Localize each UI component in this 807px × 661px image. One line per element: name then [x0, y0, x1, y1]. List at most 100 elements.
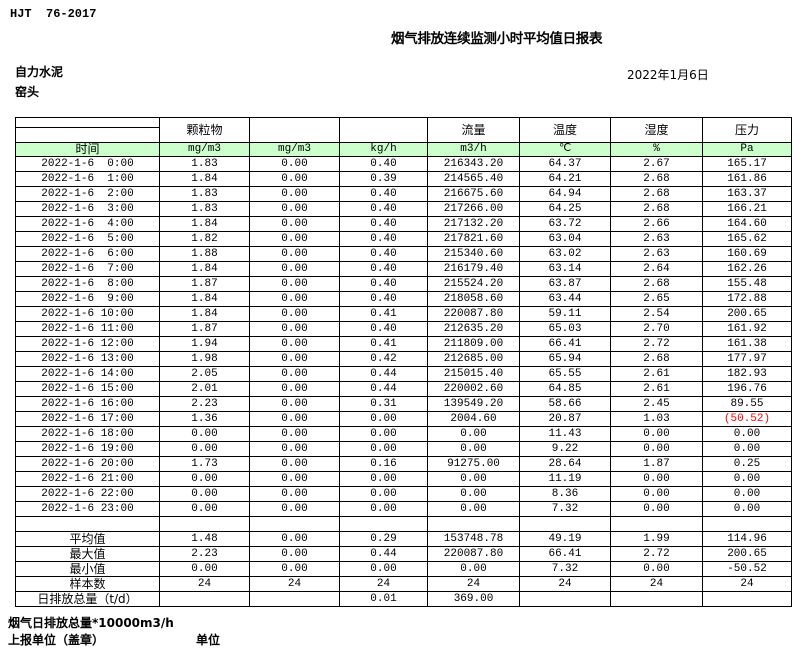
value-cell: 2.01	[159, 381, 250, 397]
value-cell: 0.00	[249, 486, 340, 502]
station-name: 窑头	[15, 85, 40, 99]
summary-value-cell: 24	[702, 576, 792, 592]
value-cell: 0.00	[702, 471, 792, 487]
time-cell: 2022-1-6 11:00	[15, 321, 160, 337]
value-cell: 0.40	[339, 186, 428, 202]
value-cell: 0.00	[159, 441, 250, 457]
value-cell: 217132.20	[427, 216, 520, 232]
time-cell: 2022-1-6 1:00	[15, 171, 160, 187]
value-cell: 0.00	[249, 261, 340, 277]
value-cell: 216179.40	[427, 261, 520, 277]
value-cell: 2.70	[610, 321, 703, 337]
summary-value-cell: 0.00	[249, 546, 340, 562]
time-cell: 2022-1-6 19:00	[15, 441, 160, 457]
value-cell: 0.00	[159, 471, 250, 487]
report-unit-label: 上报单位（盖章）	[8, 633, 105, 647]
column-header-unit-percent: %	[610, 142, 703, 157]
column-header-unit-mgm3-b: mg/m3	[249, 142, 340, 157]
value-cell: 218058.60	[427, 291, 520, 307]
time-cell: 2022-1-6 13:00	[15, 351, 160, 367]
hourly-data-row: 2022-1-6 7:00 1.84 0.00 0.40 216179.40 63.14 2…	[15, 261, 792, 277]
summary-value-cell: 369.00	[427, 591, 520, 607]
value-cell: 64.25	[519, 201, 611, 217]
value-cell: 0.00	[249, 366, 340, 382]
value-cell: 0.40	[339, 246, 428, 262]
value-cell: 155.48	[702, 276, 792, 292]
value-cell: 2.68	[610, 201, 703, 217]
value-cell: 2.68	[610, 351, 703, 367]
value-cell: 0.00	[610, 441, 703, 457]
value-cell: 0.00	[249, 426, 340, 442]
value-cell: 0.00	[249, 471, 340, 487]
value-cell: 0.40	[339, 231, 428, 247]
value-cell: 0.00	[427, 471, 520, 487]
value-cell: 211809.00	[427, 336, 520, 352]
value-cell: 2.63	[610, 231, 703, 247]
hourly-data-row: 2022-1-6 10:00 1.84 0.00 0.41 220087.80 59.11…	[15, 306, 792, 322]
value-cell: 1.84	[159, 291, 250, 307]
time-cell: 2022-1-6 10:00	[15, 306, 160, 322]
value-cell: 0.00	[427, 441, 520, 457]
value-cell: 20.87	[519, 411, 611, 427]
value-cell: 64.94	[519, 186, 611, 202]
value-cell: 7.32	[519, 501, 611, 517]
value-cell: 0.41	[339, 306, 428, 322]
group-header-particulate: 颗粒物	[159, 117, 250, 143]
value-cell: (50.52)	[702, 411, 792, 427]
value-cell: 2.67	[610, 156, 703, 172]
summary-value-cell: 0.00	[427, 561, 520, 577]
value-cell: 2.68	[610, 171, 703, 187]
summary-value-cell	[249, 591, 340, 607]
value-cell: 2.72	[610, 336, 703, 352]
value-cell: 2.64	[610, 261, 703, 277]
hourly-data-row: 2022-1-6 5:00 1.82 0.00 0.40 217821.60 63.04 2…	[15, 231, 792, 247]
value-cell: 212635.20	[427, 321, 520, 337]
time-cell: 2022-1-6 3:00	[15, 201, 160, 217]
value-cell: 0.00	[249, 501, 340, 517]
summary-value-cell: 1.48	[159, 531, 250, 547]
summary-value-cell: 0.00	[249, 531, 340, 547]
corner-cell-top	[15, 117, 160, 128]
value-cell: 0.40	[339, 276, 428, 292]
value-cell: 0.00	[249, 216, 340, 232]
hourly-data-row: 2022-1-6 3:00 1.83 0.00 0.40 217266.00 64.25 2…	[15, 201, 792, 217]
value-cell: 0.00	[339, 441, 428, 457]
blank-cell	[159, 516, 250, 532]
value-cell: 1.83	[159, 156, 250, 172]
summary-value-cell: 66.41	[519, 546, 611, 562]
time-cell: 2022-1-6 9:00	[15, 291, 160, 307]
value-cell: 0.42	[339, 351, 428, 367]
summary-value-cell: -50.52	[702, 561, 792, 577]
value-cell: 63.87	[519, 276, 611, 292]
summary-value-cell: 24	[339, 576, 428, 592]
report-title: 烟气排放连续监测小时平均值日报表	[391, 31, 603, 47]
value-cell: 166.21	[702, 201, 792, 217]
summary-row: 样本数 24 24 24 24 24 24 24	[15, 576, 792, 592]
unit-header-row: 时间 mg/m3 mg/m3 kg/h m3/h ℃ % Pa	[15, 142, 792, 157]
value-cell: 1.82	[159, 231, 250, 247]
value-cell: 1.98	[159, 351, 250, 367]
value-cell: 0.00	[427, 426, 520, 442]
value-cell: 28.64	[519, 456, 611, 472]
value-cell: 0.00	[159, 501, 250, 517]
value-cell: 200.65	[702, 306, 792, 322]
value-cell: 0.00	[610, 471, 703, 487]
hourly-data-row: 2022-1-6 0:00 1.83 0.00 0.40 216343.20 64.37 2…	[15, 156, 792, 172]
hourly-data-row: 2022-1-6 20:00 1.73 0.00 0.16 91275.00 28.64 1…	[15, 456, 792, 472]
summary-value-cell: 7.32	[519, 561, 611, 577]
value-cell: 2.23	[159, 396, 250, 412]
value-cell: 1.88	[159, 246, 250, 262]
value-cell: 64.37	[519, 156, 611, 172]
value-cell: 66.41	[519, 336, 611, 352]
value-cell: 0.00	[702, 441, 792, 457]
value-cell: 65.94	[519, 351, 611, 367]
hourly-data-row: 2022-1-6 14:00 2.05 0.00 0.44 215015.40 65.55…	[15, 366, 792, 382]
value-cell: 0.00	[249, 306, 340, 322]
value-cell: 2.66	[610, 216, 703, 232]
summary-value-cell: 24	[249, 576, 340, 592]
time-cell: 2022-1-6 7:00	[15, 261, 160, 277]
summary-value-cell: 24	[159, 576, 250, 592]
hourly-data-row: 2022-1-6 22:00 0.00 0.00 0.00 0.00 8.36 0.00 0.…	[15, 486, 792, 502]
summary-label-cell: 日排放总量（t/d）	[15, 591, 160, 607]
column-header-unit-kgh: kg/h	[339, 142, 428, 157]
